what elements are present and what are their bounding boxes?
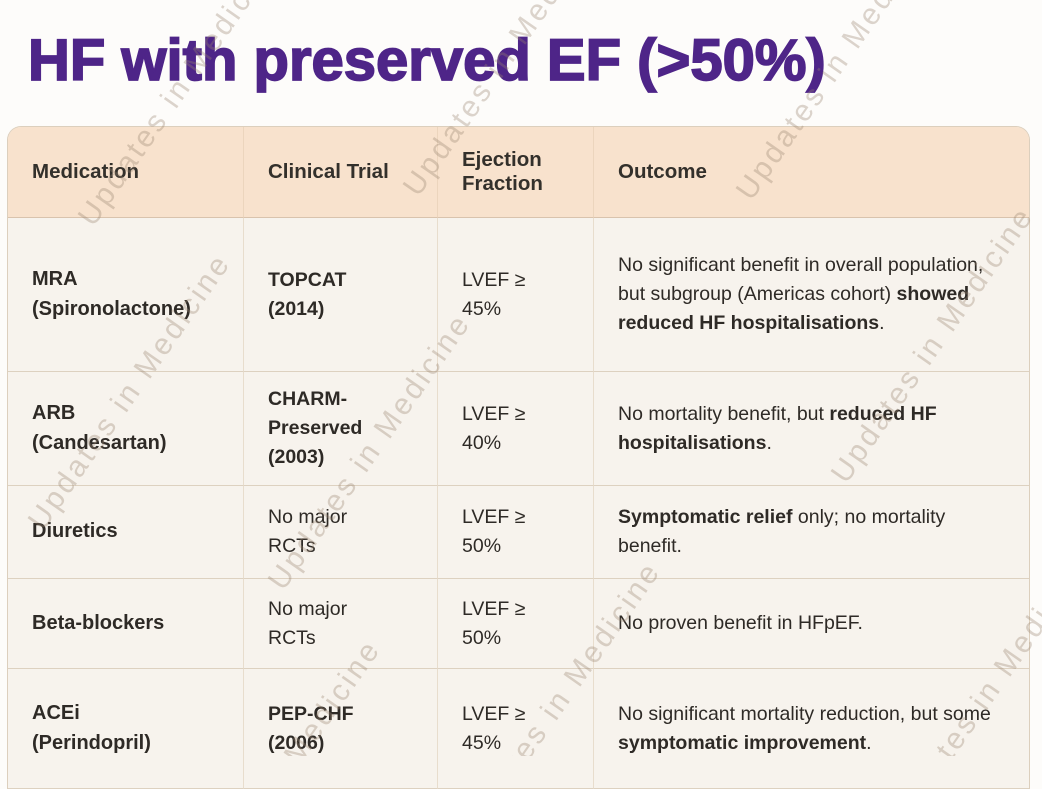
clinical-trial-cell: No major RCTs <box>244 486 438 579</box>
outcome-cell: No mortality benefit, but reduced HF hos… <box>594 372 1029 486</box>
medication-cell: MRA (Spironolactone) <box>8 218 244 372</box>
outcome-text-segment: only; no mortality benefit. <box>618 506 946 557</box>
ejection-fraction-cell: LVEF ≥ 45% <box>438 218 594 372</box>
outcome-text-segment: No significant benefit in overall popula… <box>618 254 984 306</box>
clinical-trial-cell: PEP-CHF (2006) <box>244 669 438 789</box>
column-header-ejection-fraction: Ejection Fraction <box>438 127 594 218</box>
outcome-text-segment: reduced HF hospitalisations <box>618 402 937 454</box>
hfpef-medication-table: Medication Clinical Trial Ejection Fract… <box>7 126 1030 789</box>
table-row: MRA (Spironolactone) TOPCAT (2014) LVEF ≥ … <box>8 218 1029 372</box>
outcome-text-segment: Symptomatic relief <box>618 506 793 529</box>
table-body: MRA (Spironolactone) TOPCAT (2014) LVEF ≥ … <box>8 218 1029 789</box>
outcome-text-segment: No mortality benefit, but <box>618 402 830 425</box>
medication-cell: ACEi (Perindopril) <box>8 669 244 789</box>
outcome-cell: No significant mortality reduction, but … <box>594 669 1029 789</box>
outcome-cell: Symptomatic relief only; no mortality be… <box>594 486 1029 579</box>
medication-cell: ARB (Candesartan) <box>8 372 244 486</box>
medication-cell: Diuretics <box>8 486 244 579</box>
page-title: HF with preserved EF (>50%) <box>27 27 826 94</box>
hfpef-table-container: Medication Clinical Trial Ejection Fract… <box>7 126 1030 789</box>
outcome-text-segment: showed reduced HF hospitalisations <box>618 283 970 334</box>
ejection-fraction-cell: LVEF ≥ 45% <box>438 669 594 789</box>
outcome-text-segment: symptomatic improvement <box>618 731 867 754</box>
table-row: Beta-blockers No major RCTs LVEF ≥ 50% No p… <box>8 579 1029 669</box>
column-header-clinical-trial: Clinical Trial <box>244 127 438 218</box>
medication-cell: Beta-blockers <box>8 579 244 669</box>
clinical-trial-cell: TOPCAT (2014) <box>244 218 438 372</box>
outcome-text-segment: . <box>766 431 772 454</box>
ejection-fraction-cell: LVEF ≥ 50% <box>438 579 594 669</box>
outcome-text-segment: . <box>866 731 872 754</box>
table-header-row: Medication Clinical Trial Ejection Fract… <box>8 127 1029 218</box>
outcome-cell: No proven benefit in HFpEF. <box>594 579 1029 669</box>
ejection-fraction-cell: LVEF ≥ 40% <box>438 372 594 486</box>
outcome-text-segment: . <box>879 311 885 334</box>
table-row: Diuretics No major RCTs LVEF ≥ 50% Symptoma… <box>8 486 1029 579</box>
ejection-fraction-cell: LVEF ≥ 50% <box>438 486 594 579</box>
outcome-text-segment: No significant mortality reduction, but … <box>618 702 991 725</box>
table-row: ARB (Candesartan) CHARM- Preserved (2003)… <box>8 372 1029 486</box>
outcome-text-segment: No proven benefit in HFpEF. <box>618 612 863 635</box>
column-header-medication: Medication <box>8 127 244 218</box>
column-header-outcome: Outcome <box>594 127 1029 218</box>
clinical-trial-cell: No major RCTs <box>244 579 438 669</box>
clinical-trial-cell: CHARM- Preserved (2003) <box>244 372 438 486</box>
table-row: ACEi (Perindopril) PEP-CHF (2006) LVEF ≥ 4… <box>8 669 1029 789</box>
outcome-cell: No significant benefit in overall popula… <box>594 218 1029 372</box>
